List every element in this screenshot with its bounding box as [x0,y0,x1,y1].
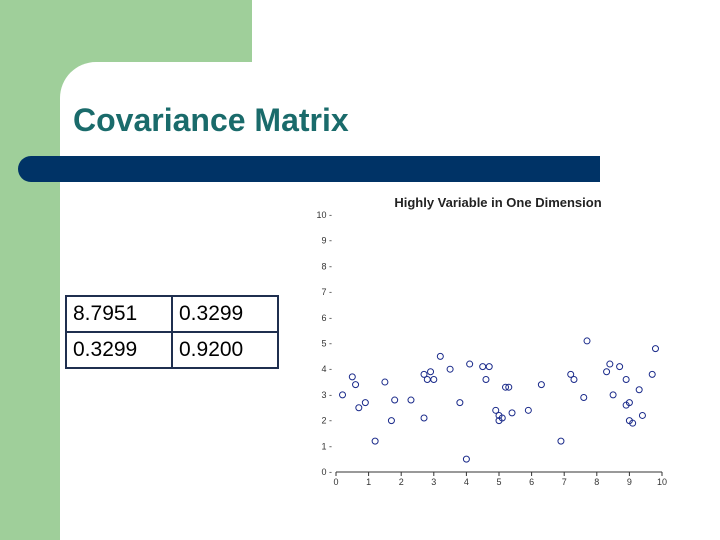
data-point [430,375,438,383]
y-tick-label: 0 - [321,467,332,477]
x-tick-label: 0 [333,477,338,487]
slide-title: Covariance Matrix [73,102,349,138]
data-point [420,414,428,422]
data-point [651,345,659,353]
x-tick-label: 3 [431,477,436,487]
data-point [446,365,454,373]
data-point [616,363,624,371]
data-point [498,414,506,422]
data-point [479,363,487,371]
scatter-chart: Highly Variable in One Dimension 0 1 2 3 4 5 6… [316,195,667,487]
green-accent-left [0,0,60,540]
data-point [603,368,611,376]
data-point [524,406,532,414]
data-point [427,368,435,376]
title-underline-bar [18,156,600,182]
data-point [407,396,415,404]
y-tick-label: 10 - [316,210,332,220]
x-tick-label: 7 [562,477,567,487]
x-tick-label: 4 [464,477,469,487]
data-point [580,393,588,401]
y-tick-label: 3 - [321,390,332,400]
chart-title: Highly Variable in One Dimension [394,195,601,210]
data-point [583,337,591,345]
data-point [466,360,474,368]
data-point [462,455,470,463]
data-point [606,360,614,368]
y-tick-label: 7 - [321,287,332,297]
data-point [485,363,493,371]
matrix-cell: 0.3299 [171,295,279,333]
data-point [420,370,428,378]
x-tick-label: 10 [657,477,667,487]
data-point [622,375,630,383]
data-point [423,375,431,383]
data-point [371,437,379,445]
x-tick-label: 8 [594,477,599,487]
matrix-cell: 0.3299 [65,331,173,369]
data-point [339,391,347,399]
data-point [355,404,363,412]
data-point [629,419,637,427]
data-point [567,370,575,378]
data-point [348,373,356,381]
data-point [492,406,500,414]
matrix-cell: 0.9200 [171,331,279,369]
x-tick-label: 5 [496,477,501,487]
covariance-matrix-table: 8.7951 0.3299 0.3299 0.9200 [65,295,279,369]
matrix-row: 0.3299 0.9200 [65,331,279,369]
x-tick-label: 1 [366,477,371,487]
data-point [456,399,464,407]
x-tick-label: 2 [399,477,404,487]
data-point [436,352,444,360]
data-point [537,381,545,389]
data-point [609,391,617,399]
y-tick-label: 5 - [321,339,332,349]
data-point [361,399,369,407]
data-point [387,417,395,425]
data-point [625,399,633,407]
chart-axes: 0 1 2 3 4 5 6 7 8 9 10 0 - 1 - 2 - 3 - 4 - 5 - 6 - 7 - 8 - 9… [316,210,667,487]
data-point [648,370,656,378]
data-point [482,375,490,383]
data-point [557,437,565,445]
matrix-row: 8.7951 0.3299 [65,295,279,333]
data-point [570,375,578,383]
y-tick-label: 9 - [321,236,332,246]
y-tick-label: 8 - [321,261,332,271]
y-tick-label: 2 - [321,416,332,426]
data-point [352,381,360,389]
chart-points [339,337,659,463]
y-tick-label: 1 - [321,441,332,451]
data-point [391,396,399,404]
data-point [638,411,646,419]
matrix-cell: 8.7951 [65,295,173,333]
x-tick-label: 9 [627,477,632,487]
data-point [381,378,389,386]
x-tick-label: 6 [529,477,534,487]
data-point [635,386,643,394]
y-tick-label: 4 - [321,364,332,374]
data-point [502,383,510,391]
y-tick-label: 6 - [321,313,332,323]
data-point [505,383,513,391]
data-point [508,409,516,417]
